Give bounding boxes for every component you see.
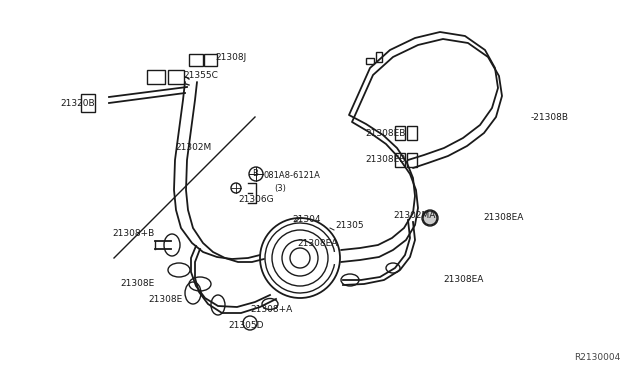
Circle shape: [423, 211, 437, 225]
Text: 21302M: 21302M: [175, 144, 211, 153]
Text: 21302MA: 21302MA: [393, 211, 435, 219]
Text: 21308E: 21308E: [148, 295, 182, 304]
Text: 21308EB: 21308EB: [365, 155, 405, 164]
Text: 21308+A: 21308+A: [250, 305, 292, 314]
Text: 21308EA: 21308EA: [443, 276, 483, 285]
Text: (3): (3): [274, 183, 286, 192]
Text: 081A8-6121A: 081A8-6121A: [263, 170, 320, 180]
Text: B: B: [252, 170, 258, 179]
Text: 21308J: 21308J: [215, 54, 246, 62]
Text: 21308EA: 21308EA: [483, 214, 524, 222]
Text: 21308EB: 21308EB: [365, 128, 405, 138]
Text: 21308EA: 21308EA: [297, 240, 337, 248]
Text: 21304: 21304: [292, 215, 321, 224]
Text: 21308E: 21308E: [120, 279, 154, 288]
Text: 21306G: 21306G: [238, 195, 274, 203]
Text: 21320B: 21320B: [60, 99, 95, 108]
Text: R2130004: R2130004: [573, 353, 620, 362]
Text: 21355C: 21355C: [183, 71, 218, 80]
Text: 21305: 21305: [335, 221, 364, 231]
Text: -21308B: -21308B: [531, 113, 569, 122]
Text: 21308+B: 21308+B: [112, 228, 154, 237]
Text: 21305D: 21305D: [228, 321, 264, 330]
